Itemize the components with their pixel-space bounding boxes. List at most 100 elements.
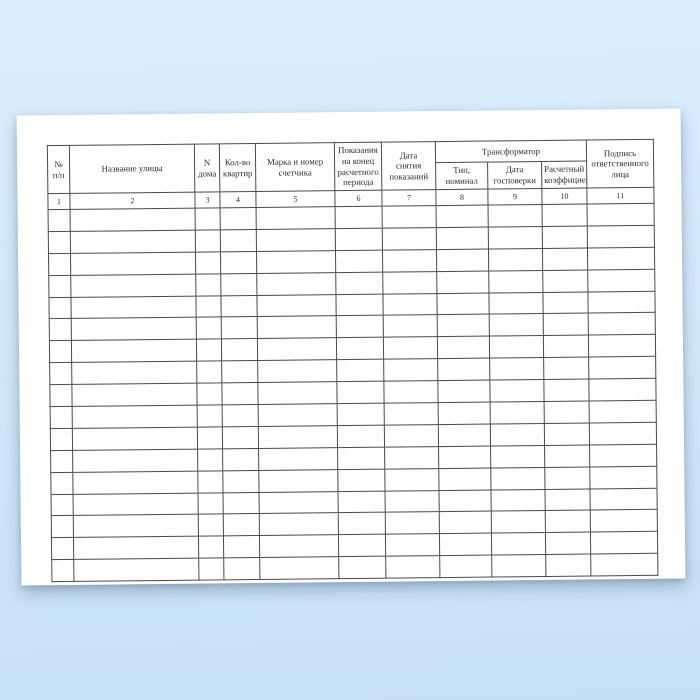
empty-cell <box>589 422 657 445</box>
empty-cell <box>51 493 74 517</box>
column-number: 2 <box>69 192 196 210</box>
empty-cell <box>72 405 198 429</box>
empty-cell <box>587 247 655 270</box>
empty-cell <box>439 511 492 534</box>
empty-cell <box>436 226 489 250</box>
empty-cell <box>198 514 224 537</box>
empty-cell <box>73 492 199 516</box>
empty-cell <box>437 380 491 403</box>
empty-cell <box>256 272 336 296</box>
empty-cell <box>489 335 544 359</box>
col-header-verification-date: Дата госповерки <box>487 161 542 190</box>
empty-cell <box>72 470 199 494</box>
empty-cell <box>338 512 386 536</box>
empty-cell <box>220 295 258 318</box>
empty-cell <box>70 230 196 254</box>
empty-cell <box>259 535 339 558</box>
empty-cell <box>223 513 260 537</box>
empty-cell <box>545 510 591 533</box>
col-header-meter-make-number: Марка и номер счетчика <box>255 142 335 192</box>
column-number: 1 <box>47 193 71 210</box>
empty-cell <box>48 231 71 254</box>
empty-cell <box>491 510 546 534</box>
empty-cell <box>71 361 197 385</box>
empty-cell <box>589 487 658 511</box>
empty-cell <box>589 400 657 423</box>
column-number: 11 <box>586 187 655 205</box>
empty-cell <box>437 314 490 337</box>
empty-cell <box>587 290 656 314</box>
column-number: 7 <box>381 189 437 207</box>
empty-cell <box>256 206 336 230</box>
empty-cell <box>491 489 546 512</box>
empty-cell <box>588 378 657 402</box>
empty-cell <box>589 465 657 489</box>
empty-cell <box>385 555 440 579</box>
empty-cell <box>220 273 257 296</box>
column-number: 3 <box>194 191 221 209</box>
empty-cell <box>256 228 336 252</box>
empty-cell <box>51 559 74 582</box>
empty-cell <box>49 318 72 342</box>
empty-cell <box>223 557 260 580</box>
empty-cell <box>590 509 658 533</box>
empty-cell <box>257 359 337 383</box>
empty-cell <box>222 470 260 493</box>
empty-cell <box>71 317 197 341</box>
empty-cell <box>489 357 544 381</box>
column-number: 4 <box>219 191 257 208</box>
empty-cell <box>70 251 196 276</box>
empty-cell <box>590 531 658 555</box>
empty-cell <box>542 225 588 249</box>
empty-cell <box>256 250 336 274</box>
empty-cell <box>383 336 438 360</box>
empty-cell <box>545 554 591 577</box>
empty-cell <box>382 227 437 250</box>
empty-cell <box>196 382 223 406</box>
empty-cell <box>50 472 74 495</box>
empty-cell <box>50 450 73 473</box>
empty-cell <box>71 383 198 407</box>
empty-cell <box>221 338 258 362</box>
column-number: 8 <box>435 189 489 206</box>
empty-cell <box>438 423 491 447</box>
empty-cell <box>383 358 438 382</box>
empty-cell <box>195 273 221 296</box>
column-number: 5 <box>255 190 336 208</box>
empty-cell <box>488 248 543 271</box>
empty-cell <box>385 533 440 557</box>
empty-cell <box>48 275 71 298</box>
empty-cell <box>257 316 337 339</box>
empty-cell <box>385 490 440 513</box>
empty-cell <box>197 470 224 493</box>
empty-cell <box>543 379 590 402</box>
empty-cell <box>222 404 259 427</box>
empty-cell <box>335 206 383 229</box>
empty-cell <box>337 403 385 426</box>
empty-cell <box>197 448 223 471</box>
empty-cell <box>257 337 337 361</box>
empty-cell <box>71 339 197 363</box>
empty-cell <box>438 467 492 491</box>
empty-cell <box>488 292 544 315</box>
empty-cell <box>258 447 338 471</box>
empty-cell <box>220 207 257 230</box>
empty-cell <box>259 556 339 580</box>
empty-cell <box>196 317 222 340</box>
empty-cell <box>436 205 489 228</box>
empty-cell <box>259 513 339 536</box>
empty-cell <box>48 296 72 320</box>
empty-cell <box>543 313 589 336</box>
empty-cell <box>436 292 490 316</box>
empty-cell <box>51 537 74 560</box>
col-header-apartment-count: Кол-во квартир <box>219 143 256 192</box>
empty-cell <box>222 426 259 449</box>
column-number: 10 <box>541 188 588 205</box>
empty-cell <box>488 204 543 227</box>
col-header-calc-coefficient: Расчетный коэффициент <box>541 161 587 189</box>
empty-cell <box>195 229 221 252</box>
empty-cell <box>336 337 384 360</box>
empty-cell <box>195 251 221 274</box>
empty-cell <box>488 270 543 293</box>
empty-cell <box>338 490 386 514</box>
